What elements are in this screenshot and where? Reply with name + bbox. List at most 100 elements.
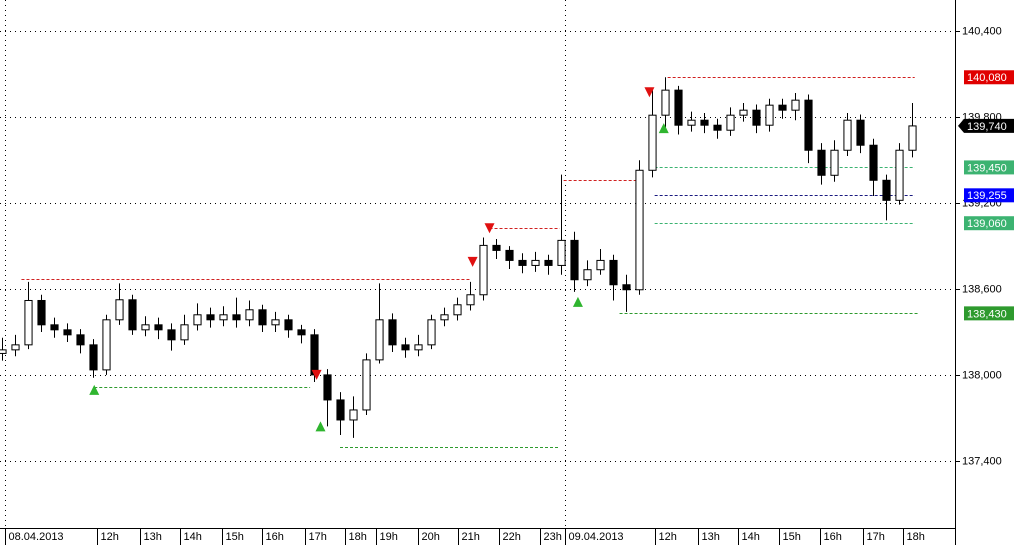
x-tick-label: 17h (309, 531, 327, 543)
x-tick-label: 18h (907, 531, 925, 543)
candle-body (11, 344, 20, 351)
candle-body (245, 309, 254, 321)
price-tag-label: 139,060 (967, 218, 1007, 230)
candle-body (388, 319, 397, 346)
x-tick-label: 23h (544, 531, 562, 543)
x-tick-label: 18h (349, 531, 367, 543)
candle-body (739, 109, 748, 116)
candle-body (830, 149, 839, 176)
candle-body (869, 144, 878, 181)
candle-body (895, 149, 904, 201)
candle-body (219, 314, 228, 321)
signal-marker (572, 296, 583, 307)
candle-body (63, 329, 72, 336)
candle-body (700, 119, 709, 126)
candle-body (427, 319, 436, 346)
x-tick-label: 13h (144, 531, 162, 543)
candle-body (596, 259, 605, 271)
signal-marker (315, 421, 326, 432)
candle-body (362, 359, 371, 411)
signal-marker (89, 384, 100, 395)
signal-marker (484, 223, 495, 234)
candle-body (791, 99, 800, 111)
candle-body (401, 344, 410, 351)
candle-body (635, 169, 644, 291)
candle-body (544, 259, 553, 266)
candle-body (674, 89, 683, 126)
x-tick-label: 09.04.2013 (569, 531, 624, 543)
candle-body (687, 119, 696, 126)
candle-body (492, 244, 501, 251)
candle-body (232, 314, 241, 321)
x-tick-label: 22h (503, 531, 521, 543)
candle-body (284, 319, 293, 331)
candle-body (271, 319, 280, 326)
candle-body (466, 294, 475, 306)
candle-body (583, 269, 592, 281)
candle-body (453, 304, 462, 316)
candle-body (115, 299, 124, 321)
candle-body (24, 299, 33, 346)
candle-body (50, 324, 59, 331)
x-tick-label: 12h (659, 531, 677, 543)
candle-body (479, 244, 488, 296)
x-tick-label: 13h (702, 531, 720, 543)
candle-body (856, 119, 865, 146)
candle-body (141, 324, 150, 331)
x-tick-label: 19h (380, 531, 398, 543)
candle-body (180, 324, 189, 341)
candle-body (765, 104, 774, 126)
price-tag-label: 140,080 (967, 72, 1007, 84)
candle-body (323, 374, 332, 401)
signal-marker (658, 123, 669, 134)
candle-body (505, 249, 514, 261)
candle-body (726, 114, 735, 131)
candle-body (310, 334, 319, 376)
candle-body (609, 259, 618, 286)
y-tick-label: 140,400 (962, 25, 1002, 37)
price-tag (964, 306, 1014, 321)
candle-body (128, 299, 137, 331)
price-tag (964, 216, 1014, 231)
candle-body (440, 314, 449, 321)
candle-body (570, 239, 579, 281)
candle-body (0, 349, 7, 354)
candle-body (531, 259, 540, 266)
candle-body (375, 319, 384, 361)
x-tick-label: 16h (824, 531, 842, 543)
x-tick-label: 08.04.2013 (9, 531, 64, 543)
signal-marker (311, 369, 322, 380)
price-tag (964, 188, 1014, 203)
candle-body (804, 99, 813, 151)
price-tag (958, 118, 1014, 133)
candle-body (778, 104, 787, 111)
candle-body (817, 149, 826, 176)
x-tick-label: 20h (422, 531, 440, 543)
price-tag-label: 139,740 (967, 121, 1007, 133)
x-tick-label: 16h (266, 531, 284, 543)
candle-body (76, 334, 85, 346)
price-tag-label: 139,450 (967, 162, 1007, 174)
x-tick-label: 17h (867, 531, 885, 543)
candle-body (154, 324, 163, 331)
price-tag-label: 139,255 (967, 190, 1007, 202)
candle-body (349, 409, 358, 421)
x-tick-label: 21h (462, 531, 480, 543)
candle-body (648, 114, 657, 171)
candle-body (518, 259, 527, 266)
y-tick-label: 138,600 (962, 283, 1002, 295)
candle-body (206, 314, 215, 321)
candle-body (89, 344, 98, 371)
x-tick-label: 14h (184, 531, 202, 543)
candle-body (193, 314, 202, 326)
signal-marker (467, 256, 478, 267)
candle-body (752, 109, 761, 126)
candle-body (258, 309, 267, 326)
candle-body (167, 329, 176, 341)
price-tag (964, 70, 1014, 85)
price-tag-label: 138,430 (967, 308, 1007, 320)
candle-body (713, 124, 722, 131)
candle-body (297, 329, 306, 336)
